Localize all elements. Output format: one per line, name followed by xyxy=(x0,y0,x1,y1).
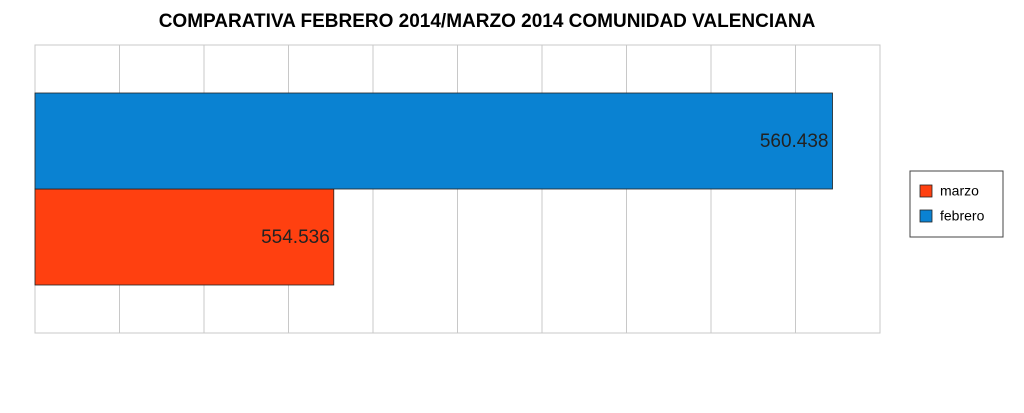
bar xyxy=(34,188,335,286)
legend-swatch xyxy=(919,184,933,198)
legend-label: marzo xyxy=(940,183,979,199)
data-label: 554.536 xyxy=(261,227,330,248)
legend-swatch xyxy=(919,209,933,223)
data-label: 560.438 xyxy=(760,131,829,152)
legend-label: febrero xyxy=(940,208,985,224)
chart-title: COMPARATIVA FEBRERO 2014/MARZO 2014 COMU… xyxy=(159,11,816,32)
bar xyxy=(34,92,833,190)
legend-box xyxy=(909,170,1004,238)
